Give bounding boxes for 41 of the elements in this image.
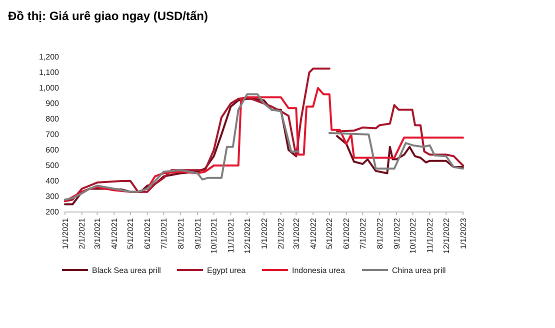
chart-title: Đồ thị: Giá urê giao ngay (USD/tấn): [8, 9, 208, 23]
x-tick-label: 10/1/2021: [210, 217, 219, 254]
y-tick-label: 800: [46, 114, 60, 124]
x-tick-label: 6/1/2021: [143, 217, 152, 250]
x-tick-label: 7/1/2022: [358, 217, 368, 250]
y-tick-label: 500: [46, 161, 60, 170]
x-tick-label: 9/1/2022: [392, 217, 402, 250]
x-tick-label: 1/1/2021: [60, 217, 70, 250]
y-tick-label: 700: [46, 130, 60, 140]
y-tick-label: 900: [46, 99, 60, 108]
x-tick-label: 6/1/2022: [342, 217, 352, 250]
x-tick-label: 3/1/2022: [292, 217, 301, 250]
legend-label: China urea prill: [392, 266, 446, 275]
y-tick-label: 400: [46, 176, 60, 186]
x-tick-label: 12/1/2021: [242, 217, 252, 254]
x-tick-label: 5/1/2022: [325, 217, 334, 250]
x-tick-label: 2/1/2021: [78, 217, 87, 250]
y-tick-label: 1,000: [38, 84, 60, 93]
y-tick-label: 1,200: [38, 52, 60, 62]
legend-label: Black Sea urea prill: [92, 266, 162, 275]
x-tick-label: 8/1/2022: [375, 217, 384, 250]
y-tick-label: 300: [46, 192, 60, 202]
x-tick-label: 1/1/2022: [260, 217, 269, 250]
x-tick-label: 2/1/2022: [276, 217, 286, 250]
y-tick-label: 600: [46, 146, 60, 155]
x-tick-label: 8/1/2021: [176, 217, 186, 250]
legend-label: Indonesia urea: [292, 266, 346, 275]
x-tick-label: 10/1/2022: [408, 217, 418, 254]
x-tick-label: 9/1/2021: [193, 217, 202, 250]
x-tick-label: 1/1/2023: [458, 217, 468, 250]
x-tick-label: 12/1/2022: [442, 217, 451, 254]
y-tick-label: 200: [46, 208, 60, 217]
x-tick-label: 4/1/2021: [110, 217, 119, 250]
y-tick-label: 1,100: [38, 68, 60, 78]
x-tick-label: 7/1/2021: [159, 217, 168, 250]
x-tick-label: 11/1/2021: [226, 217, 236, 253]
x-tick-label: 5/1/2021: [126, 217, 136, 250]
x-tick-label: 3/1/2021: [92, 217, 102, 250]
x-tick-label: 4/1/2022: [308, 217, 318, 250]
x-tick-label: 11/1/2022: [426, 217, 435, 253]
legend-label: Egypt urea: [207, 266, 246, 275]
